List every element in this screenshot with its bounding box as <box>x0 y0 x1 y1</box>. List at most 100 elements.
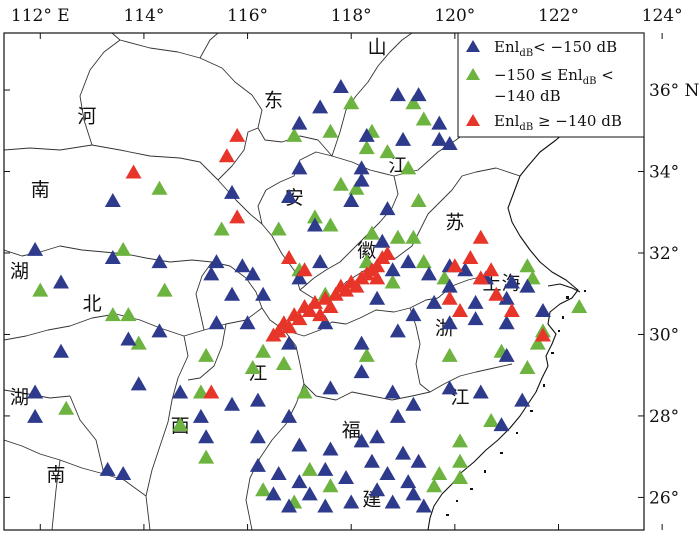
station-marker <box>389 408 406 423</box>
station-marker <box>296 262 313 277</box>
station-marker <box>239 315 256 330</box>
station-marker <box>358 140 375 155</box>
station-marker <box>249 457 266 472</box>
province-label: 湖 <box>10 260 29 282</box>
station-marker <box>348 278 365 293</box>
station-marker <box>426 478 443 493</box>
station-marker <box>281 335 298 350</box>
station-marker <box>120 331 137 346</box>
station-marker <box>503 274 520 289</box>
station-marker <box>405 307 422 322</box>
station-marker <box>322 478 339 493</box>
station-marker <box>291 115 308 130</box>
station-marker <box>255 343 272 358</box>
station-marker <box>488 286 505 301</box>
station-marker <box>338 470 355 485</box>
station-marker <box>415 111 432 126</box>
station-marker <box>270 465 287 480</box>
station-marker <box>441 315 458 330</box>
station-marker <box>363 225 380 240</box>
station-marker <box>234 258 251 273</box>
station-marker <box>275 355 292 370</box>
station-marker <box>281 408 298 423</box>
station-marker <box>410 87 427 102</box>
province-label: 苏 <box>445 212 464 234</box>
station-marker <box>452 470 469 485</box>
province-label: 徽 <box>357 240 376 262</box>
station-marker <box>317 315 334 330</box>
station-marker <box>224 184 241 199</box>
province-label: 山 <box>368 36 387 58</box>
station-marker <box>244 360 261 375</box>
station-marker <box>369 482 386 497</box>
lon-tick-label: 120° <box>434 6 475 26</box>
station-marker <box>379 201 396 216</box>
station-marker <box>358 347 375 362</box>
station-marker <box>130 335 147 350</box>
station-marker <box>452 453 469 468</box>
station-marker <box>431 131 448 146</box>
station-marker <box>151 180 168 195</box>
lon-tick-label: 112° E <box>11 6 70 26</box>
station-markers <box>27 78 588 513</box>
legend-marker-blue <box>466 40 480 52</box>
station-marker <box>172 417 189 432</box>
station-marker <box>270 221 287 236</box>
station-marker <box>281 188 298 203</box>
station-marker <box>483 413 500 428</box>
lat-tick-label: 28° <box>649 407 679 427</box>
map-frame <box>3 32 645 531</box>
lat-tick-label: 34° <box>649 163 679 183</box>
station-marker <box>332 176 349 191</box>
station-marker <box>441 347 458 362</box>
station-marker <box>104 193 121 208</box>
station-marker <box>301 461 318 476</box>
station-marker <box>534 327 551 342</box>
station-marker <box>198 449 215 464</box>
station-marker <box>27 408 44 423</box>
legend-label-blue: EnldB< −150 dB <box>494 38 617 59</box>
lon-tick-label: 114° <box>123 6 164 26</box>
station-marker <box>379 245 396 260</box>
station-marker <box>291 270 308 285</box>
lon-tick-label: 118° <box>331 6 372 26</box>
legend-label-green: −150 ≤ EnldB < <box>494 66 614 87</box>
station-marker <box>384 262 401 277</box>
station-marker <box>208 315 225 330</box>
station-marker <box>32 282 49 297</box>
province-label: 南 <box>46 464 65 486</box>
station-marker <box>467 311 484 326</box>
station-marker <box>462 250 479 265</box>
station-marker <box>208 254 225 269</box>
station-marker <box>291 311 308 326</box>
station-marker <box>431 115 448 130</box>
station-marker <box>322 123 339 138</box>
station-marker <box>291 437 308 452</box>
station-marker <box>213 221 230 236</box>
station-marker <box>503 303 520 318</box>
station-marker <box>224 286 241 301</box>
station-marker <box>156 282 173 297</box>
station-marker <box>400 474 417 489</box>
station-marker <box>369 258 386 273</box>
station-marker <box>452 303 469 318</box>
station-marker <box>125 164 142 179</box>
province-labels: 山东河江南安苏徽湖上海北浙江湖江西福南建 <box>10 36 520 510</box>
station-marker <box>192 384 209 399</box>
station-marker <box>353 364 370 379</box>
station-marker <box>306 209 323 224</box>
station-marker <box>348 180 365 195</box>
station-marker <box>120 307 137 322</box>
station-marker <box>353 172 370 187</box>
station-marker <box>322 441 339 456</box>
station-marker <box>151 254 168 269</box>
station-marker <box>379 144 396 159</box>
station-marker <box>514 392 531 407</box>
station-marker <box>519 258 536 273</box>
station-marker <box>322 217 339 232</box>
station-marker <box>229 127 246 142</box>
station-marker <box>420 266 437 281</box>
station-marker <box>400 254 417 269</box>
lon-tick-label: 124° <box>642 6 683 26</box>
station-marker <box>281 319 298 334</box>
